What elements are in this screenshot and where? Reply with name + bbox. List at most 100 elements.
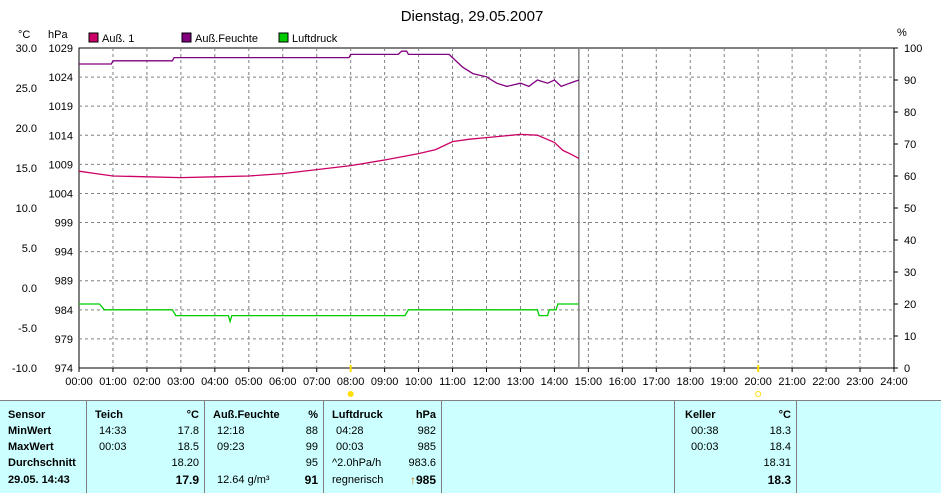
y-tick-label-percent: 10 bbox=[904, 331, 916, 343]
y-tick-label-hpa: 1029 bbox=[49, 43, 73, 55]
x-tick-label: 08:00 bbox=[337, 376, 365, 388]
x-tick-label: 17:00 bbox=[643, 376, 671, 388]
y-tick-label-celsius: 25.0 bbox=[16, 83, 37, 95]
teich-max-value: 18.5 bbox=[177, 441, 199, 453]
y-tick-label-hpa: 1024 bbox=[49, 72, 73, 84]
keller-min-time: 00:38 bbox=[691, 425, 719, 437]
x-tick-label: 13:00 bbox=[507, 376, 535, 388]
y-tick-label-percent: 30 bbox=[904, 267, 916, 279]
x-tick-label: 19:00 bbox=[710, 376, 738, 388]
y-tick-label-percent: 80 bbox=[904, 107, 916, 119]
luftdruck-trend: ^2.0hPa/h bbox=[332, 457, 382, 469]
y-tick-label-hpa: 974 bbox=[55, 363, 73, 375]
series-line bbox=[79, 303, 579, 324]
x-tick-label: 18:00 bbox=[676, 376, 704, 388]
unit-label-hpa: hPa bbox=[48, 29, 68, 41]
legend-label: Auß. 1 bbox=[102, 33, 134, 45]
luftdruck-forecast: regnerisch bbox=[332, 474, 384, 486]
x-tick-label: 06:00 bbox=[269, 376, 297, 388]
y-tick-label-percent: 60 bbox=[904, 171, 916, 183]
keller-min-value: 18.3 bbox=[769, 425, 791, 437]
label-current-datetime: 29.05. 14:43 bbox=[8, 474, 70, 486]
y-tick-label-hpa: 1019 bbox=[49, 101, 73, 113]
legend-label: Auß.Feuchte bbox=[195, 33, 258, 45]
teich-max-time: 00:03 bbox=[99, 441, 127, 453]
trend-up-icon: ↑ bbox=[409, 473, 416, 487]
feuchte-min-value: 88 bbox=[305, 425, 318, 437]
empty-column-right bbox=[796, 401, 941, 493]
x-tick-label: 16:00 bbox=[609, 376, 637, 388]
keller-current: 18.3 bbox=[767, 473, 791, 487]
x-tick-label: 24:00 bbox=[880, 376, 908, 388]
luftdruck-min-value: 982 bbox=[417, 425, 436, 437]
y-tick-label-percent: 90 bbox=[904, 75, 916, 87]
x-tick-label: 04:00 bbox=[201, 376, 229, 388]
teich-column: Teich °C 14:33 17.8 00:03 18.5 18.20 17.… bbox=[86, 401, 205, 493]
chart-grid bbox=[78, 47, 895, 369]
y-tick-label-hpa: 1004 bbox=[49, 188, 73, 200]
x-tick-label: 14:00 bbox=[541, 376, 569, 388]
weather-chart: Dienstag, 29.05.2007 °C hPa % Auß. 1 Auß.… bbox=[12, 8, 922, 397]
chart-series bbox=[78, 50, 580, 324]
label-maxwert: MaxWert bbox=[8, 441, 54, 453]
y-tick-label-hpa: 999 bbox=[55, 218, 73, 230]
x-tick-label: 20:00 bbox=[744, 376, 772, 388]
keller-max-time: 00:03 bbox=[691, 441, 719, 453]
y-tick-label-celsius: 0.0 bbox=[22, 283, 37, 295]
feuchte-column: Auß.Feuchte % 12:18 88 09:23 99 95 12.64… bbox=[204, 401, 324, 493]
label-durchschnitt: Durchschnitt bbox=[8, 457, 76, 469]
luftdruck-header: Luftdruck bbox=[332, 409, 383, 421]
x-tick-label: 22:00 bbox=[812, 376, 840, 388]
legend-swatch bbox=[88, 32, 99, 43]
y-tick-label-hpa: 1014 bbox=[49, 130, 73, 142]
teich-average: 18.20 bbox=[171, 457, 199, 469]
empty-column bbox=[441, 401, 675, 493]
y-tick-label-celsius: 20.0 bbox=[16, 123, 37, 135]
legend-swatch bbox=[278, 32, 289, 43]
y-tick-label-celsius: 5.0 bbox=[22, 243, 37, 255]
y-tick-label-celsius: 15.0 bbox=[16, 163, 37, 175]
x-tick-label: 00:00 bbox=[65, 376, 93, 388]
feuchte-header: Auß.Feuchte bbox=[213, 409, 280, 421]
unit-label-percent: % bbox=[897, 27, 907, 39]
y-tick-label-hpa: 989 bbox=[55, 276, 73, 288]
unit-label-celsius: °C bbox=[18, 29, 30, 41]
y-tick-label-celsius: 10.0 bbox=[16, 203, 37, 215]
x-tick-label: 05:00 bbox=[235, 376, 263, 388]
x-tick-label: 07:00 bbox=[303, 376, 331, 388]
keller-unit: °C bbox=[778, 409, 791, 421]
y-tick-label-hpa: 994 bbox=[55, 247, 73, 259]
x-tick-label: 03:00 bbox=[167, 376, 195, 388]
time-highlight-circle bbox=[755, 391, 762, 397]
y-tick-label-percent: 100 bbox=[904, 43, 922, 55]
luftdruck-current-wrap: ↑985 bbox=[410, 472, 436, 488]
luftdruck-unit: hPa bbox=[415, 409, 436, 421]
legend-swatch bbox=[181, 32, 192, 43]
luftdruck-column: Luftdruck hPa 04:28 982 00:03 985 ^2.0hP… bbox=[323, 401, 442, 493]
chart-title: Dienstag, 29.05.2007 bbox=[401, 8, 544, 25]
y-tick-label-percent: 40 bbox=[904, 235, 916, 247]
luftdruck-current: 985 bbox=[415, 473, 436, 487]
y-tick-label-percent: 20 bbox=[904, 299, 916, 311]
series-line bbox=[78, 133, 580, 179]
row-labels-column: Sensor MinWert MaxWert Durchschnitt 29.0… bbox=[0, 401, 86, 493]
teich-unit: °C bbox=[186, 409, 199, 421]
chart-legend: Auß. 1 Auß.Feuchte Luftdruck bbox=[88, 32, 338, 45]
y-tick-label-celsius: -5.0 bbox=[18, 323, 37, 335]
teich-header: Teich bbox=[95, 409, 123, 421]
x-tick-label: 12:00 bbox=[473, 376, 501, 388]
feuchte-absolute: 12.64 g/m³ bbox=[217, 474, 270, 486]
y-tick-label-hpa: 1009 bbox=[49, 159, 73, 171]
y-tick-label-percent: 0 bbox=[904, 363, 910, 375]
header-sensor: Sensor bbox=[8, 409, 46, 421]
teich-min-value: 17.8 bbox=[177, 425, 199, 437]
x-tick-label: 15:00 bbox=[575, 376, 603, 388]
luftdruck-max-time: 00:03 bbox=[336, 441, 364, 453]
y-tick-label-hpa: 984 bbox=[55, 305, 73, 317]
feuchte-unit: % bbox=[308, 409, 318, 421]
luftdruck-average: 983.6 bbox=[408, 457, 436, 469]
y-tick-label-celsius: -10.0 bbox=[12, 363, 37, 375]
feuchte-max-value: 99 bbox=[305, 441, 318, 453]
keller-column: Keller °C 00:38 18.3 00:03 18.4 18.31 18… bbox=[674, 401, 797, 493]
x-tick-label: 23:00 bbox=[846, 376, 874, 388]
